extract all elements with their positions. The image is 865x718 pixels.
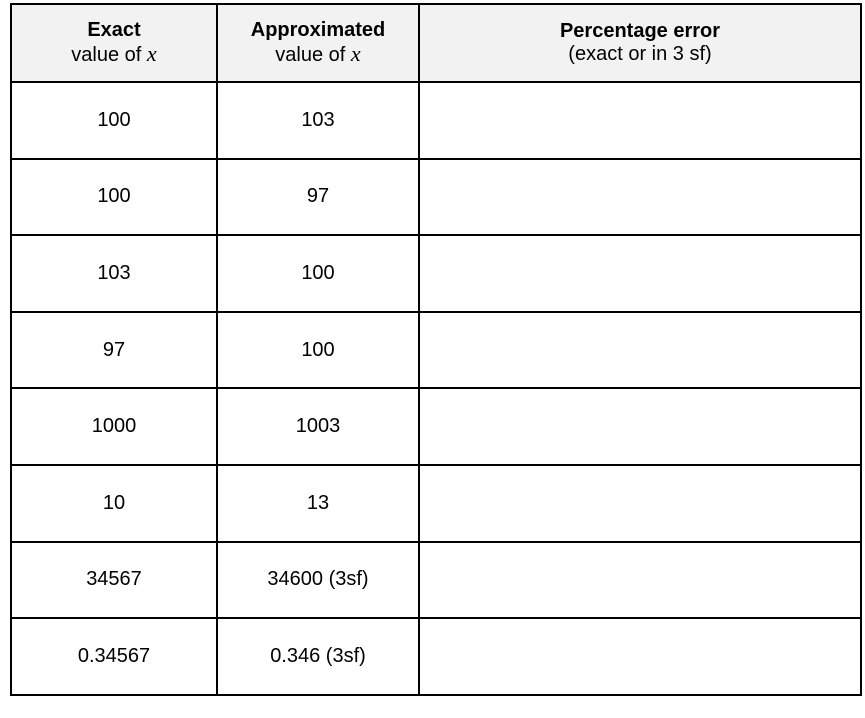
table-row: 0.34567 0.346 (3sf): [10, 617, 862, 696]
percentage-error-cell[interactable]: [418, 81, 862, 160]
exact-value-cell: 10: [10, 463, 218, 543]
approximated-value-cell: 0.346 (3sf): [216, 617, 420, 696]
percentage-error-cell[interactable]: [418, 463, 862, 543]
percentage-error-cell[interactable]: [418, 387, 862, 466]
exact-value-cell: 103: [10, 234, 218, 313]
percentage-error-cell[interactable]: [418, 157, 862, 237]
header-percentage-error: Percentage error (exact or in 3 sf): [418, 3, 862, 83]
approximated-value-cell: 97: [216, 157, 420, 237]
header-approximated: Approximated value of x: [216, 3, 420, 83]
table-row: 100 97: [10, 157, 862, 237]
approximated-value-cell: 100: [216, 310, 420, 390]
exact-value-cell: 100: [10, 81, 218, 160]
exact-value-cell: 0.34567: [10, 617, 218, 696]
header-exact: Exact value of x: [10, 3, 218, 83]
percentage-error-cell[interactable]: [418, 234, 862, 313]
table-row: 1000 1003: [10, 387, 862, 466]
percentage-error-cell[interactable]: [418, 617, 862, 696]
exact-value-cell: 34567: [10, 540, 218, 620]
exact-value-cell: 1000: [10, 387, 218, 466]
exact-value-cell: 100: [10, 157, 218, 237]
header-row: Exact value of x Approximated value of x…: [10, 3, 862, 83]
table-row: 10 13: [10, 463, 862, 543]
approximated-value-cell: 34600 (3sf): [216, 540, 420, 620]
table-row: 34567 34600 (3sf): [10, 540, 862, 620]
approximated-value-cell: 103: [216, 81, 420, 160]
percentage-error-cell[interactable]: [418, 310, 862, 390]
approximated-value-cell: 1003: [216, 387, 420, 466]
table-row: 97 100: [10, 310, 862, 390]
percentage-error-cell[interactable]: [418, 540, 862, 620]
percentage-error-table: Exact value of x Approximated value of x…: [10, 3, 862, 696]
approximated-value-cell: 100: [216, 234, 420, 313]
exact-value-cell: 97: [10, 310, 218, 390]
table-row: 103 100: [10, 234, 862, 313]
table-row: 100 103: [10, 81, 862, 160]
approximated-value-cell: 13: [216, 463, 420, 543]
